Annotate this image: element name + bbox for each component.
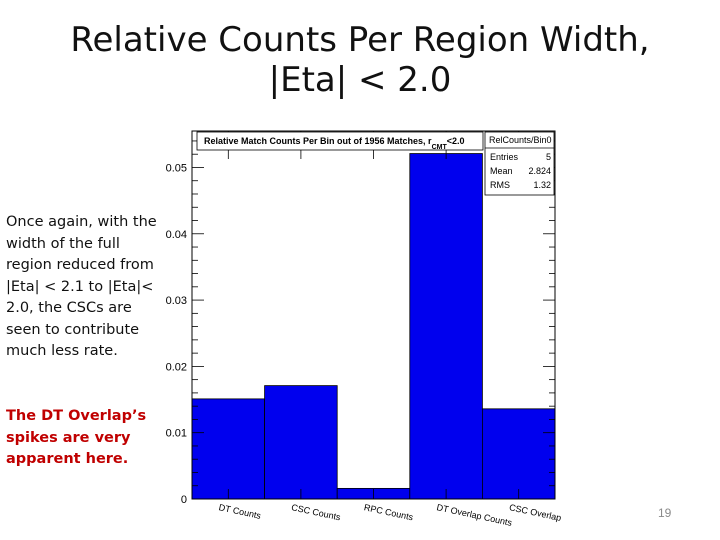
y-tick-label: 0.01 xyxy=(166,428,187,440)
stats-row-label: Entries xyxy=(490,152,519,162)
bar-csc-counts xyxy=(264,385,338,500)
stats-row-value: 2.824 xyxy=(528,166,551,176)
stats-box xyxy=(484,131,555,196)
y-tick-label: 0 xyxy=(181,494,187,506)
chart-title-cut: <2.0 xyxy=(447,136,465,146)
y-tick-label: 0.05 xyxy=(166,162,187,174)
y-tick-label: 0.02 xyxy=(166,361,187,373)
slide-page-number: 19 xyxy=(658,506,672,520)
stats-row-label: RMS xyxy=(490,180,510,190)
slide-title-line-1: Relative Counts Per Region Width, xyxy=(70,20,650,60)
chart-title-main: Relative Match Counts Per Bin out of 195… xyxy=(204,136,432,146)
chart-title: Relative Match Counts Per Bin out of 195… xyxy=(204,136,465,151)
slide-note-text: The DT Overlap’s spikes are very apparen… xyxy=(6,408,147,467)
stats-box-name: RelCounts/Bin0 xyxy=(489,135,552,145)
stats-row-value: 1.32 xyxy=(533,180,551,190)
y-tick-label: 0.04 xyxy=(166,229,187,241)
slide-title: Relative Counts Per Region Width, |Eta| … xyxy=(40,20,680,100)
slide-body-text: Once again, with the width of the full r… xyxy=(6,214,157,359)
bar-dt-counts xyxy=(191,398,265,500)
bar-csc-overlap xyxy=(481,408,556,500)
y-tick-label: 0.03 xyxy=(166,295,187,307)
chart-title-subscript: CMT xyxy=(432,144,448,151)
slide-title-line-2: |Eta| < 2.0 xyxy=(268,60,452,100)
stats-row-label: Mean xyxy=(490,166,513,176)
bar-dt-overlap-counts xyxy=(409,153,483,500)
stats-row-value: 5 xyxy=(546,152,551,162)
title-box xyxy=(196,131,484,151)
